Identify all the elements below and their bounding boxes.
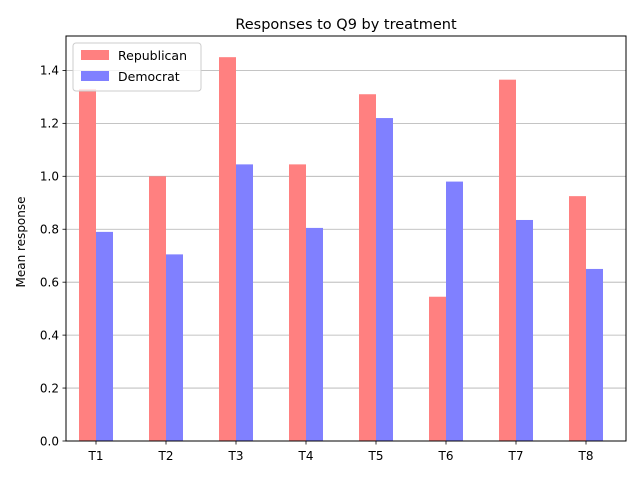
legend-label-democrat: Democrat (118, 69, 180, 84)
x-tick-label: T7 (508, 449, 524, 463)
bar-democrat-t2 (166, 254, 183, 441)
bar-republican-t4 (289, 164, 306, 441)
y-tick-label: 1.4 (40, 64, 59, 78)
y-tick-label: 0.0 (40, 434, 59, 448)
x-axis: T1 T2 T3 T4 T5 T6 T7 T8 (88, 441, 594, 463)
x-tick-label: T5 (368, 449, 384, 463)
legend-swatch-democrat (81, 71, 109, 81)
y-tick-label: 0.4 (40, 328, 59, 342)
x-tick-label: T8 (578, 449, 594, 463)
x-tick-label: T1 (88, 449, 104, 463)
bar-democrat-t6 (446, 181, 463, 441)
x-tick-label: T4 (298, 449, 314, 463)
y-tick-label: 1.0 (40, 170, 59, 184)
x-tick-label: T2 (158, 449, 174, 463)
y-tick-label: 0.2 (40, 381, 59, 395)
bar-democrat-t8 (586, 268, 603, 441)
bar-democrat-t1 (96, 231, 113, 441)
bar-democrat-t5 (376, 118, 393, 441)
bar-republican-t3 (219, 57, 236, 441)
bars (79, 57, 603, 442)
x-tick-label: T6 (438, 449, 454, 463)
chart-title: Responses to Q9 by treatment (235, 17, 457, 33)
bar-republican-t5 (359, 94, 376, 441)
bar-republican-t2 (149, 176, 166, 441)
bar-democrat-t4 (306, 227, 323, 441)
y-axis-label: Mean response (14, 196, 28, 287)
bar-democrat-t7 (516, 219, 533, 441)
bar-democrat-t3 (236, 164, 253, 441)
legend: Republican Democrat (72, 42, 202, 92)
plot-frame (65, 35, 627, 442)
y-tick-label: 1.2 (40, 117, 59, 131)
bar-republican-t7 (499, 79, 516, 442)
legend-label-republican: Republican (118, 48, 187, 63)
y-tick-label: 0.8 (40, 223, 59, 237)
bar-republican-t1 (79, 88, 96, 442)
y-tick-label: 0.6 (40, 275, 59, 289)
bar-republican-t6 (429, 296, 446, 441)
bar-republican-t8 (569, 196, 586, 441)
legend-swatch-republican (81, 50, 109, 60)
y-axis: 0.0 0.2 0.4 0.6 0.8 1.0 1.2 1.4 (40, 64, 66, 448)
x-tick-label: T3 (228, 449, 244, 463)
